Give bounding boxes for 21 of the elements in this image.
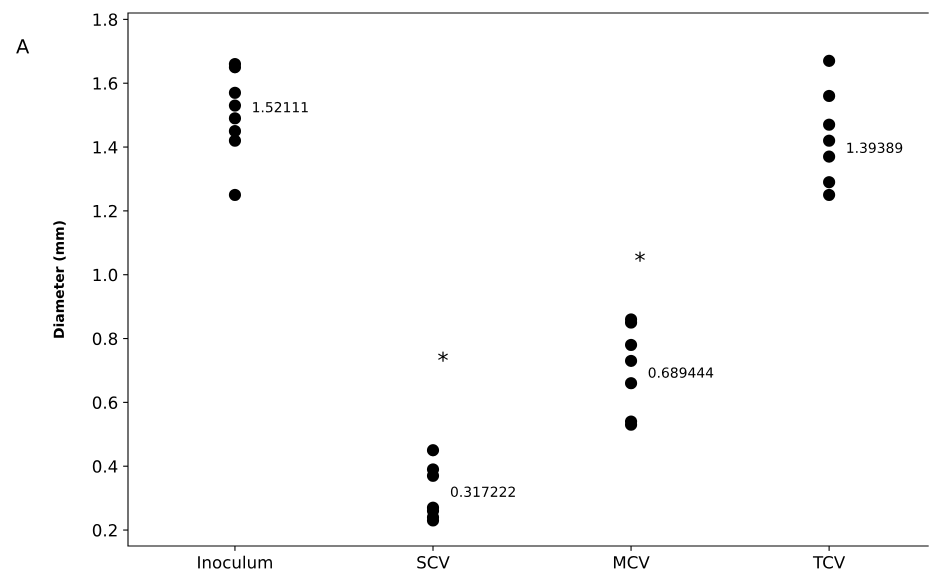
y-axis-title: Diameter (mm) — [53, 221, 66, 338]
y-tick-label: 0.4 — [92, 460, 118, 473]
x-tick-label: MCV — [614, 556, 650, 569]
y-tick-label: 1.6 — [94, 77, 118, 90]
y-tick-label: 0.2 — [92, 524, 117, 537]
annotation: * — [635, 252, 645, 262]
y-tick-label: 0.8 — [92, 332, 118, 346]
annotation: 1.39389 — [847, 142, 902, 154]
x-tick-label: SCV — [417, 556, 450, 569]
annotation: * — [438, 352, 448, 362]
annotation: 0.317222 — [450, 486, 515, 498]
x-tick-label: TCV — [812, 556, 846, 569]
y-tick-label: 1.8 — [94, 13, 118, 26]
y-tick-label: 1.4 — [94, 141, 118, 154]
y-tick-label: 1.2 — [94, 204, 117, 218]
text: A — [16, 39, 30, 54]
y-tick-label: 0.6 — [92, 396, 118, 409]
y-tick-label: 1.0 — [94, 268, 118, 282]
annotation: 1.52111 — [253, 102, 308, 112]
annotation: 0.689444 — [648, 367, 714, 378]
x-tick-label: Inoculum — [198, 556, 272, 569]
